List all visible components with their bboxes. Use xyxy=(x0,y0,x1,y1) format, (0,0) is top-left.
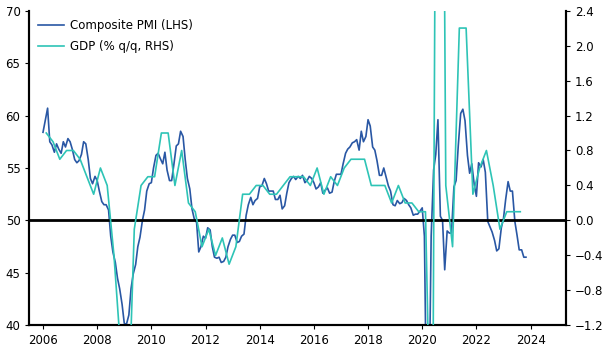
GDP (% q/q, RHS) xyxy=(503,210,510,214)
Composite PMI (LHS) xyxy=(523,255,530,259)
Composite PMI (LHS) xyxy=(100,203,108,207)
GDP (% q/q, RHS) xyxy=(516,210,524,214)
Composite PMI (LHS) xyxy=(40,130,47,134)
Composite PMI (LHS) xyxy=(234,240,241,245)
GDP (% q/q, RHS) xyxy=(43,131,50,135)
GDP (% q/q, RHS) xyxy=(327,175,334,179)
Legend: Composite PMI (LHS), GDP (% q/q, RHS): Composite PMI (LHS), GDP (% q/q, RHS) xyxy=(35,17,195,55)
Composite PMI (LHS) xyxy=(44,106,51,110)
GDP (% q/q, RHS) xyxy=(483,148,490,152)
Composite PMI (LHS) xyxy=(407,206,415,210)
Line: Composite PMI (LHS): Composite PMI (LHS) xyxy=(43,108,526,353)
GDP (% q/q, RHS) xyxy=(273,192,280,196)
Composite PMI (LHS) xyxy=(209,245,216,249)
Composite PMI (LHS) xyxy=(180,134,187,139)
Composite PMI (LHS) xyxy=(69,147,76,151)
Line: GDP (% q/q, RHS): GDP (% q/q, RHS) xyxy=(46,0,520,353)
GDP (% q/q, RHS) xyxy=(110,253,118,258)
GDP (% q/q, RHS) xyxy=(56,157,63,161)
